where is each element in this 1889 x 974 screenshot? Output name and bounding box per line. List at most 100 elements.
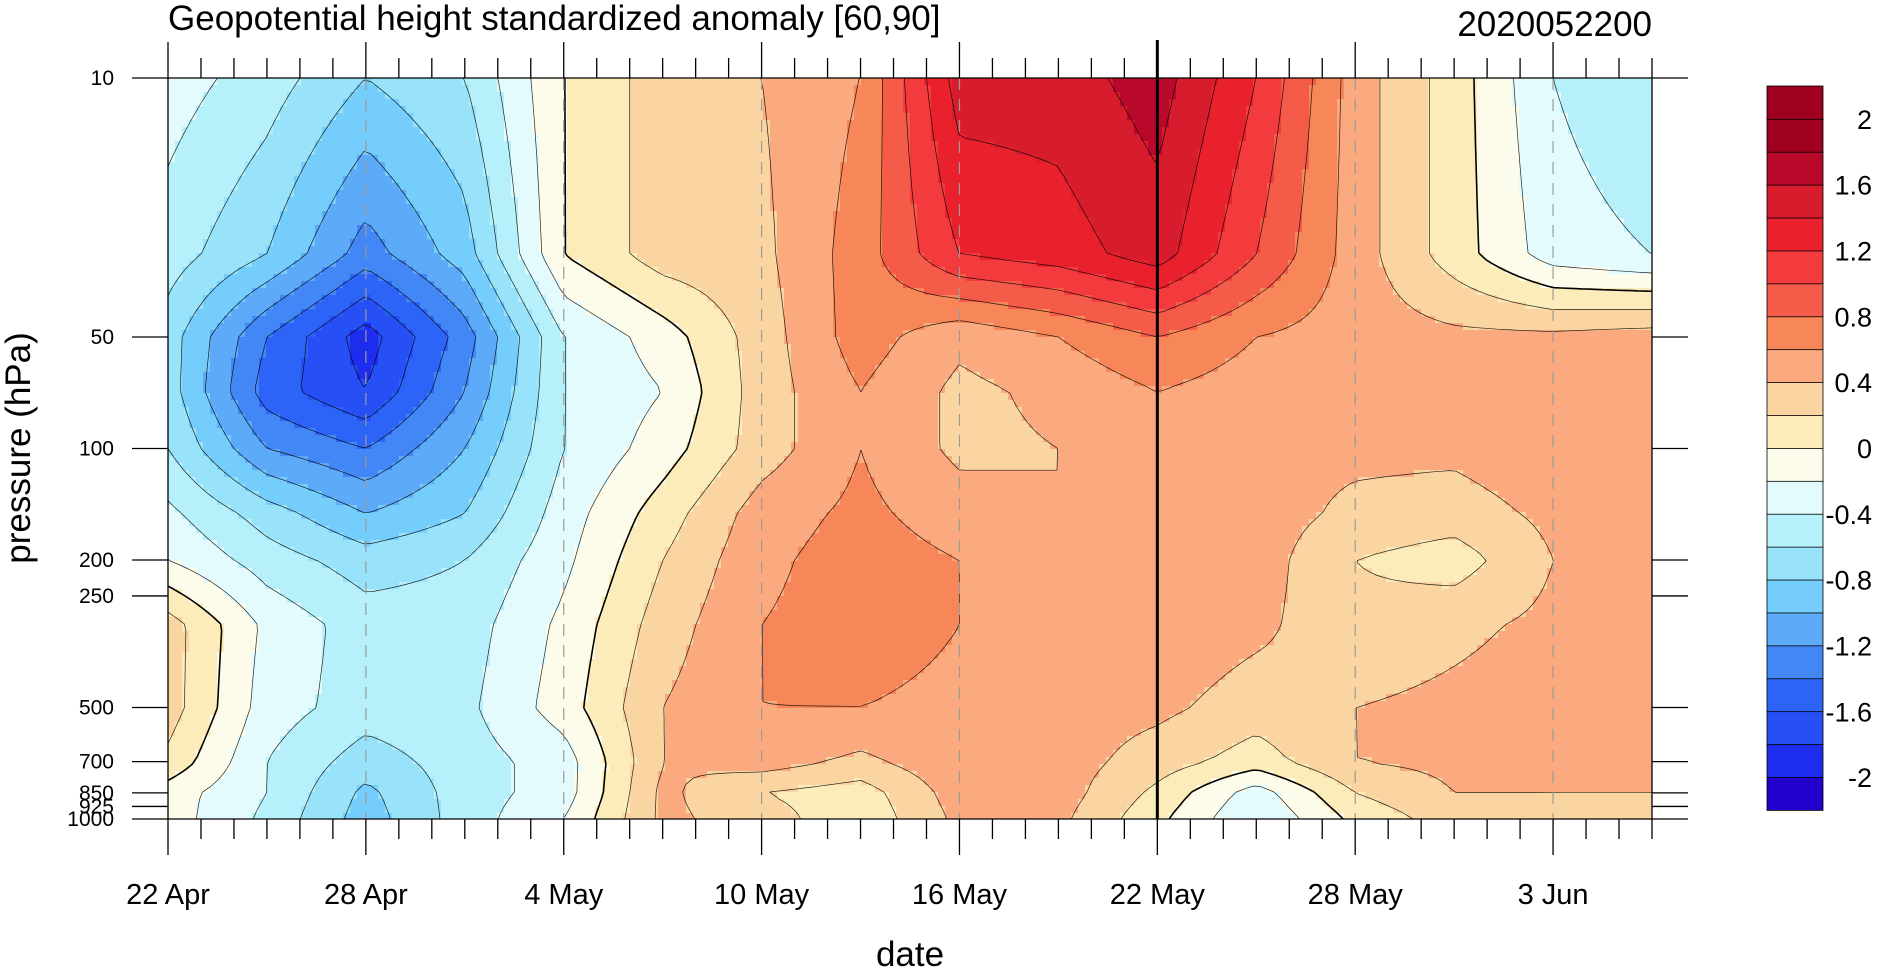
field-cell: [1547, 127, 1555, 135]
field-cell: [693, 141, 701, 149]
field-cell: [1162, 218, 1170, 226]
field-cell: [1253, 113, 1261, 121]
field-cell: [728, 92, 736, 100]
field-cell: [1358, 218, 1366, 226]
field-cell: [1134, 120, 1142, 128]
field-cell: [602, 134, 610, 142]
field-cell: [1526, 183, 1534, 191]
field-cell: [392, 78, 400, 86]
field-cell: [1477, 176, 1485, 184]
field-cell: [532, 225, 540, 233]
field-cell: [896, 197, 904, 205]
field-cell: [1183, 127, 1191, 135]
field-cell: [833, 211, 841, 219]
field-cell: [588, 225, 596, 233]
field-cell: [1218, 99, 1226, 107]
field-cell: [427, 239, 435, 247]
field-cell: [406, 127, 414, 135]
field-cell: [595, 127, 603, 135]
field-cell: [539, 106, 547, 114]
field-cell: [1631, 225, 1639, 233]
field-cell: [910, 113, 918, 121]
field-cell: [1099, 106, 1107, 114]
field-cell: [1169, 120, 1177, 128]
field-cell: [875, 197, 883, 205]
field-cell: [1617, 232, 1625, 240]
field-cell: [532, 148, 540, 156]
field-cell: [259, 120, 267, 128]
field-cell: [1036, 127, 1044, 135]
field-cell: [924, 176, 932, 184]
field-cell: [1281, 127, 1289, 135]
field-cell: [1267, 127, 1275, 135]
field-cell: [847, 148, 855, 156]
field-cell: [861, 162, 869, 170]
field-cell: [924, 106, 932, 114]
field-cell: [385, 239, 393, 247]
field-cell: [819, 141, 827, 149]
field-cell: [602, 148, 610, 156]
field-cell: [259, 225, 267, 233]
field-cell: [903, 92, 911, 100]
field-cell: [224, 218, 232, 226]
field-cell: [1281, 211, 1289, 219]
field-cell: [1050, 78, 1058, 86]
field-cell: [1120, 85, 1128, 93]
field-cell: [1281, 155, 1289, 163]
field-cell: [1337, 134, 1345, 142]
field-cell: [889, 85, 897, 93]
field-cell: [259, 190, 267, 198]
field-cell: [350, 197, 358, 205]
field-cell: [427, 99, 435, 107]
field-cell: [1148, 148, 1156, 156]
field-cell: [1561, 211, 1569, 219]
field-cell: [1575, 190, 1583, 198]
field-cell: [441, 162, 449, 170]
field-cell: [196, 169, 204, 177]
field-cell: [1309, 162, 1317, 170]
field-cell: [966, 141, 974, 149]
field-cell: [623, 127, 631, 135]
field-cell: [1309, 190, 1317, 198]
field-cell: [182, 176, 190, 184]
field-cell: [553, 197, 561, 205]
field-cell: [455, 78, 463, 86]
field-cell: [1330, 218, 1338, 226]
field-cell: [385, 155, 393, 163]
field-cell: [1295, 155, 1303, 163]
field-cell: [273, 176, 281, 184]
field-cell: [1197, 211, 1205, 219]
field-cell: [1204, 92, 1212, 100]
field-cell: [546, 134, 554, 142]
field-cell: [798, 134, 806, 142]
field-cell: [1484, 127, 1492, 135]
field-cell: [875, 190, 883, 198]
field-cell: [385, 99, 393, 107]
field-cell: [497, 141, 505, 149]
field-cell: [1484, 85, 1492, 93]
field-cell: [1533, 99, 1541, 107]
field-cell: [651, 204, 659, 212]
field-cell: [917, 134, 925, 142]
field-cell: [1463, 162, 1471, 170]
field-cell: [1183, 113, 1191, 121]
field-cell: [1162, 225, 1170, 233]
field-cell: [1309, 92, 1317, 100]
field-cell: [1309, 85, 1317, 93]
field-cell: [511, 106, 519, 114]
field-cell: [1533, 134, 1541, 142]
field-cell: [1645, 197, 1652, 205]
field-cell: [1127, 92, 1135, 100]
field-cell: [791, 155, 799, 163]
field-cell: [1428, 78, 1436, 86]
field-cell: [728, 78, 736, 86]
field-cell: [1239, 92, 1247, 100]
field-cell: [1428, 225, 1436, 233]
field-cell: [1631, 190, 1639, 198]
field-cell: [938, 120, 946, 128]
field-cell: [1603, 106, 1611, 114]
field-cell: [616, 99, 624, 107]
field-cell: [595, 85, 603, 93]
field-cell: [1645, 232, 1652, 240]
field-cell: [1330, 127, 1338, 135]
